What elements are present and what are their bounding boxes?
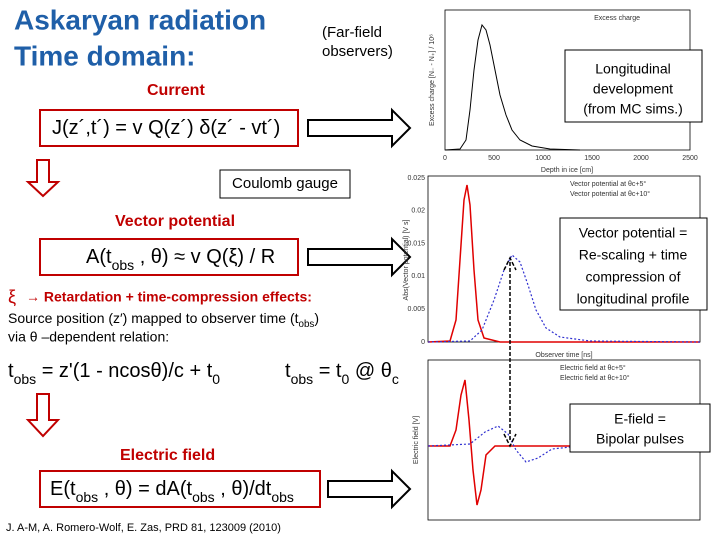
title-line: Askaryan radiation (14, 4, 266, 35)
x-label: Observer time [ns] (535, 352, 592, 359)
callout-line: (from MC sims.) (583, 101, 683, 117)
title-line: Time domain: (14, 40, 196, 71)
y-label: Electric field [V] (413, 416, 420, 464)
x-tick-label: 2000 (633, 155, 649, 162)
xi-text: → Retardation + time-compression effects… (26, 289, 312, 305)
subscript: obs (76, 489, 99, 505)
text-part: t (285, 360, 291, 382)
x-tick-label: 2500 (682, 155, 698, 162)
text-part: = z'(1 - ncosθ)/c + t (36, 360, 213, 382)
y-label: Excess charge [N₋ - N₊] / 10⁶ (429, 34, 436, 126)
formula: A(tobs , θ) ≈ v Q(ξ) / R (86, 246, 275, 272)
text-part: Source position (z′) mapped to observer … (8, 310, 299, 326)
relation-line: via θ –dependent relation: (8, 329, 169, 345)
xi: ξ (8, 287, 16, 307)
down-arrow (25, 393, 61, 438)
vector-label: Vector potential (115, 213, 235, 230)
curve (444, 23, 581, 151)
callout: Vector potential = Re-scaling + time compr… (577, 225, 690, 307)
y-ticks: 0.025 0.02 0.015 0.01 0.005 0 (407, 175, 425, 346)
arrow (327, 468, 412, 510)
legend: Excess charge (594, 15, 640, 22)
subscript: obs (299, 319, 315, 330)
callout-line: Re-scaling + time (579, 247, 688, 263)
y-tick-label: 0.015 (407, 240, 425, 247)
far-field: observers) (322, 43, 393, 60)
curve (427, 425, 700, 463)
callout-line: Vector potential = (579, 225, 688, 241)
current-label: Current (147, 82, 205, 99)
x-tick-label: 1000 (535, 155, 551, 162)
curve (428, 379, 700, 506)
formula-box (39, 470, 321, 508)
curve (427, 254, 701, 343)
callout-box (559, 217, 708, 311)
subscript: 0 (212, 371, 220, 387)
double-arrow (503, 256, 517, 448)
subscript: c (392, 371, 399, 387)
callout-line: Bipolar pulses (596, 431, 684, 447)
source-line: Source position (z′) mapped to observer … (8, 310, 319, 330)
subscript: obs (291, 371, 314, 387)
legend: Electric field at θc+10° (560, 374, 630, 382)
y-tick-label: 0 (421, 339, 425, 346)
text-part: , θ)/dt (215, 478, 272, 500)
formula: E(tobs , θ) = dA(tobs , θ)/dtobs (50, 478, 294, 504)
legend: Vector potential at θc+5° (570, 180, 646, 188)
text-part: = t (313, 360, 342, 382)
y-tick-label: 0.005 (407, 306, 425, 313)
coulomb: Coulomb gauge (232, 175, 338, 192)
formula-box (39, 238, 299, 276)
y-tick-label: 0.02 (411, 208, 425, 215)
legend: Vector potential at θc+10° (570, 190, 650, 198)
arrow (307, 236, 412, 278)
y-tick-label: 0.01 (411, 273, 425, 280)
text-part: t (8, 360, 14, 382)
x-ticks: 0 500 1000 1500 2000 2500 (443, 155, 698, 162)
text-part: , θ) ≈ v Q(ξ) / R (134, 246, 275, 268)
formula: J(z´,t´) = v Q(z´) δ(z´ - vt´) (52, 117, 280, 139)
subscript: obs (14, 371, 37, 387)
coulomb-box (219, 169, 351, 199)
callout-line: development (593, 81, 673, 97)
callout-line: Longitudinal (595, 61, 671, 77)
text-part: E(t (50, 478, 76, 500)
arrow (307, 107, 412, 149)
x-tick-label: 500 (488, 155, 500, 162)
down-arrow (25, 159, 61, 198)
x-label: Depth in ice [cm] (541, 167, 593, 174)
curve (427, 184, 700, 343)
electric-label: Electric field (120, 447, 215, 464)
y-label: Abs(Vector potential) [V s] (403, 219, 410, 300)
subscript: obs (192, 489, 215, 505)
y-tick-label: 0.025 (407, 175, 425, 182)
text-part: J(z´,t´) = v Q(z´) δ(z´ - vt´) (52, 117, 280, 139)
callout: E-field = Bipolar pulses (596, 411, 684, 447)
subscript: 0 (342, 371, 350, 387)
text-part: @ θ (349, 360, 392, 382)
far-field: (Far-field (322, 24, 382, 41)
formula: tobs = z'(1 - ncosθ)/c + t0 (8, 360, 220, 386)
callout: Longitudinal development (from MC sims.) (583, 61, 683, 117)
subscript: obs (271, 489, 294, 505)
legend: Electric field at θc+5° (560, 364, 626, 372)
callout-box (569, 403, 711, 453)
callout-line: compression of (586, 269, 681, 285)
x-tick-label: 0 (443, 155, 447, 162)
callout-box (564, 49, 703, 123)
formula: tobs = t0 @ θc (285, 360, 399, 386)
subscript: obs (112, 257, 135, 273)
text-part: , θ) = dA(t (98, 478, 192, 500)
citation: J. A-M, A. Romero-Wolf, E. Zas, PRD 81, … (6, 522, 281, 534)
text-part: ) (314, 310, 319, 326)
callout-line: E-field = (614, 411, 666, 427)
formula-box (39, 109, 299, 147)
callout-line: longitudinal profile (577, 291, 690, 307)
x-tick-label: 1500 (584, 155, 600, 162)
text-part: A(t (86, 246, 112, 268)
